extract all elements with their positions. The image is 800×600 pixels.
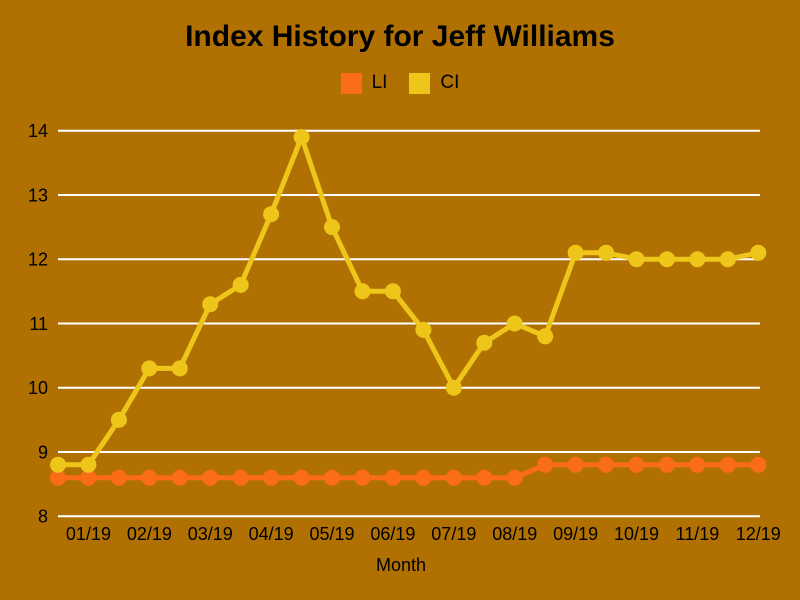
series-marker-ci	[628, 251, 645, 268]
y-tick-label: 10	[28, 378, 48, 398]
y-tick-label: 14	[28, 121, 48, 141]
series-line-li	[55, 462, 761, 481]
legend-item-li: LI	[340, 72, 388, 94]
series-marker-ci	[689, 251, 706, 268]
series-marker-ci	[659, 251, 675, 268]
y-tick-label: 8	[38, 507, 48, 527]
y-tick-label: 9	[38, 442, 48, 462]
ci-legend-label: CI	[440, 72, 460, 93]
x-tick-label: 08/19	[492, 524, 537, 544]
series-marker-li	[171, 469, 188, 486]
li-color-swatch	[340, 72, 362, 94]
series-marker-ci	[171, 360, 188, 377]
series-marker-li	[415, 469, 432, 486]
x-tick-label: 10/19	[614, 524, 659, 544]
series-marker-li	[141, 469, 158, 486]
series-marker-ci	[202, 296, 219, 313]
series-marker-ci	[141, 360, 158, 377]
series-marker-li	[384, 469, 401, 486]
series-marker-ci	[50, 456, 66, 473]
series-marker-li	[445, 469, 462, 486]
x-tick-label: 06/19	[370, 524, 415, 544]
series-marker-ci	[415, 321, 432, 338]
series-marker-li	[750, 456, 767, 473]
x-tick-label: 03/19	[188, 524, 233, 544]
series-marker-li	[659, 456, 675, 473]
series-marker-li	[232, 469, 249, 486]
x-tick-label: 09/19	[553, 524, 598, 544]
series-marker-ci	[110, 411, 127, 428]
series-marker-li	[50, 469, 66, 486]
chart-title: Index History for Jeff Williams	[185, 20, 615, 53]
series-marker-ci	[384, 283, 401, 300]
series-marker-li	[476, 469, 493, 486]
x-tick-label: 07/19	[431, 524, 476, 544]
legend-item-ci: CI	[409, 72, 459, 94]
series-marker-ci	[476, 334, 493, 351]
series-marker-ci	[232, 276, 249, 293]
series-marker-li	[354, 469, 371, 486]
series-marker-ci	[354, 283, 371, 300]
y-tick-label: 12	[28, 250, 48, 270]
series-marker-ci	[537, 328, 554, 345]
series-marker-li	[263, 469, 280, 486]
x-tick-label: 04/19	[249, 524, 294, 544]
series-marker-ci	[750, 244, 767, 261]
y-tick-label: 13	[28, 185, 48, 205]
x-tick-label: 02/19	[127, 524, 172, 544]
series-marker-li	[719, 456, 736, 473]
series-marker-li	[293, 469, 310, 486]
series-marker-ci	[324, 219, 340, 236]
series-marker-li	[598, 456, 615, 473]
y-tick-label: 11	[29, 314, 48, 334]
series-marker-li	[537, 456, 554, 473]
series-marker-ci	[567, 244, 584, 261]
series-marker-ci	[719, 251, 736, 268]
series-marker-ci	[263, 206, 280, 223]
x-axis-title: Month	[376, 555, 426, 575]
series-marker-ci	[293, 129, 310, 146]
ci-color-swatch	[409, 72, 431, 94]
series-marker-ci	[506, 315, 523, 332]
x-tick-label: 12/19	[736, 524, 781, 544]
series-marker-li	[80, 469, 97, 486]
x-tick-label: 11/19	[676, 524, 720, 544]
series-marker-li	[689, 456, 706, 473]
series-marker-ci	[445, 379, 462, 396]
li-legend-label: LI	[371, 72, 388, 93]
series-marker-ci	[80, 456, 97, 473]
series-line-ci	[55, 134, 761, 468]
chart-legend: LI CI	[0, 72, 800, 94]
series-marker-li	[567, 456, 584, 473]
series-marker-li	[506, 469, 523, 486]
x-tick-label: 01/19	[66, 524, 111, 544]
series-marker-li	[202, 469, 219, 486]
x-tick-label: 05/19	[310, 524, 355, 544]
series-marker-ci	[598, 244, 615, 261]
series-marker-li	[110, 469, 127, 486]
series-marker-li	[628, 456, 645, 473]
series-marker-li	[324, 469, 340, 486]
